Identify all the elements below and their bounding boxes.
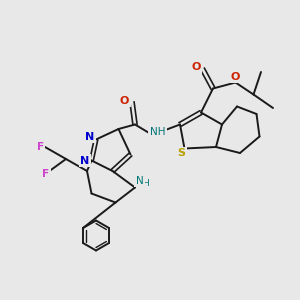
Text: S: S xyxy=(178,148,185,158)
Text: NH: NH xyxy=(150,127,165,137)
Text: O: O xyxy=(191,62,201,73)
Text: F: F xyxy=(37,142,44,152)
Text: F: F xyxy=(42,169,50,179)
Text: N: N xyxy=(80,155,89,166)
Text: N: N xyxy=(136,176,143,186)
Text: O: O xyxy=(231,71,240,82)
Text: O: O xyxy=(120,95,129,106)
Text: H: H xyxy=(142,179,149,188)
Text: N: N xyxy=(85,131,94,142)
